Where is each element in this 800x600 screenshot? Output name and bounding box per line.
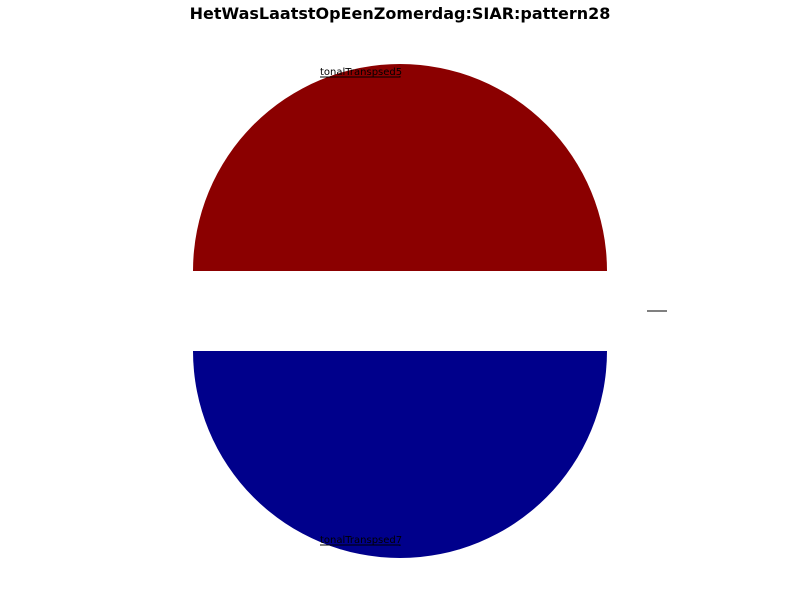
slice-leader-line: [320, 544, 401, 546]
slice-leader-line: [320, 76, 401, 78]
slice-label: tonalTranspsed5: [320, 67, 402, 78]
pie-slice: [193, 64, 607, 271]
pie-labels: tonalTranspsed5 tonalTranspsed7: [320, 67, 667, 546]
pie-slice: [193, 351, 607, 558]
slice-label: tonalTranspsed7: [320, 535, 402, 546]
chart-title: HetWasLaatstOpEenZomerdag:SIAR:pattern28: [190, 4, 611, 23]
pie-slices: [193, 64, 607, 558]
